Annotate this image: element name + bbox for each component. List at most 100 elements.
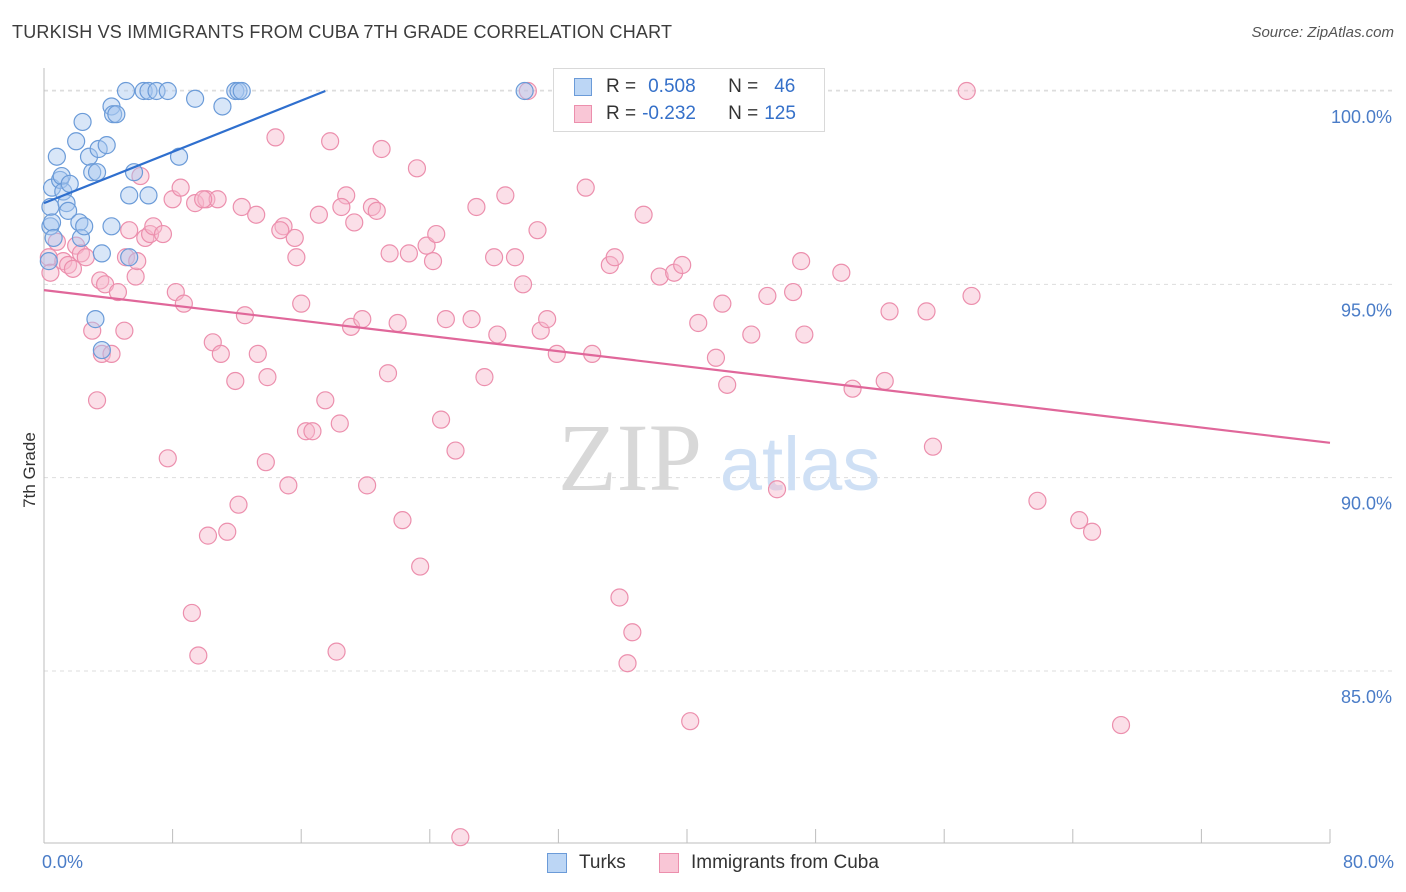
cuba-point <box>309 205 328 224</box>
cuba-point <box>1070 511 1089 530</box>
cuba-point <box>353 310 372 329</box>
cuba-point <box>248 344 267 364</box>
cuba-point <box>547 344 566 364</box>
cuba-point <box>962 286 981 306</box>
cuba-point <box>372 139 391 159</box>
cuba-point <box>423 252 443 271</box>
series-turks-points <box>39 81 534 360</box>
y-tick-label: 100.0% <box>1331 107 1392 127</box>
cuba-point <box>618 654 637 673</box>
turks-point <box>67 132 86 151</box>
cuba-point <box>174 294 193 313</box>
cuba-point <box>330 414 349 433</box>
cuba-point <box>158 449 177 468</box>
cuba-point <box>467 197 486 217</box>
turks-point <box>515 81 534 101</box>
cuba-point <box>1111 715 1131 735</box>
cuba-point <box>681 712 700 731</box>
cuba-point <box>303 422 322 441</box>
legend-label-turks: Turks <box>579 852 626 873</box>
legend-swatch-turks <box>547 853 567 873</box>
turks-point <box>87 163 107 182</box>
turks-point <box>120 248 139 267</box>
cuba-point <box>605 248 624 267</box>
cuba-point <box>41 263 60 282</box>
cuba-point <box>880 302 899 321</box>
turks-point <box>102 217 121 236</box>
turks-trend-line <box>43 89 326 205</box>
cuba-point <box>332 197 351 217</box>
cuba-point <box>917 302 936 321</box>
cuba-point <box>226 371 245 391</box>
legend-r-label: R = <box>606 103 637 124</box>
cuba-point <box>513 275 533 294</box>
turks-point <box>83 163 102 182</box>
legend-label-cuba: Immigrants from Cuba <box>691 852 879 873</box>
axes <box>43 68 1331 844</box>
cuba-point <box>285 228 304 248</box>
cuba-point <box>316 391 335 410</box>
legend-item-cuba: Immigrants from Cuba <box>659 852 879 874</box>
cuba-point <box>258 368 277 387</box>
cuba-point <box>436 310 455 329</box>
cuba-point <box>292 294 311 313</box>
cuba-point <box>380 244 399 263</box>
legend-row-cuba: R = -0.232 N = 125 <box>574 101 796 127</box>
turks-point <box>73 112 92 132</box>
cuba-point <box>431 410 451 429</box>
turks-point <box>44 228 63 248</box>
cuba-point <box>957 81 976 101</box>
cuba-point <box>378 364 398 383</box>
cuba-point <box>399 244 419 263</box>
turks-point <box>139 186 158 205</box>
cuba-point <box>189 646 208 665</box>
turks-point <box>47 147 66 166</box>
y-axis-label: 7th Grade <box>20 432 39 508</box>
legend-swatch-turks <box>574 78 592 96</box>
cuba-point <box>321 132 340 151</box>
watermark: ZIP atlas <box>558 404 880 511</box>
legend-r-value: 0.508 <box>648 76 696 97</box>
cuba-point <box>208 190 227 209</box>
cuba-point <box>1082 522 1102 541</box>
turks-point <box>92 340 111 360</box>
turks-point <box>186 89 205 108</box>
turks-point <box>232 81 251 101</box>
cuba-point <box>650 267 669 286</box>
watermark-zip: ZIP <box>558 404 702 511</box>
cuba-point <box>451 828 470 847</box>
turks-point <box>39 252 58 271</box>
turks-point <box>71 228 91 248</box>
turks-point <box>116 81 136 101</box>
cuba-trend-line <box>43 289 1331 444</box>
cuba-point <box>623 623 642 642</box>
cuba-point <box>287 248 306 267</box>
cuba-point <box>256 453 275 472</box>
cuba-point <box>706 348 726 367</box>
cuba-point <box>673 255 692 275</box>
cuba-point <box>576 178 595 197</box>
cuba-point <box>198 526 218 545</box>
legend-n-value: 125 <box>764 103 796 124</box>
legend-r-label: R = <box>606 76 637 97</box>
cuba-point <box>505 248 525 267</box>
y-tick-labels: 85.0% 90.0% 95.0% 100.0% <box>1331 107 1392 707</box>
legend-n-label: N = <box>728 103 759 124</box>
legend-n-value: 46 <box>774 76 796 97</box>
turks-point <box>79 147 99 166</box>
cuba-point <box>296 422 316 441</box>
turks-point <box>158 81 177 101</box>
gridlines <box>44 89 1392 672</box>
cuba-point <box>87 391 107 410</box>
cuba-point <box>102 344 121 364</box>
cuba-point <box>393 511 412 530</box>
watermark-atlas: atlas <box>720 422 881 507</box>
cuba-point <box>120 221 139 240</box>
cuba-point <box>427 224 446 244</box>
cuba-point <box>171 178 190 197</box>
turks-point <box>59 201 78 220</box>
cuba-point <box>39 248 58 267</box>
cuba-point <box>411 557 430 576</box>
cuba-point <box>271 221 290 240</box>
turks-point <box>97 136 116 155</box>
